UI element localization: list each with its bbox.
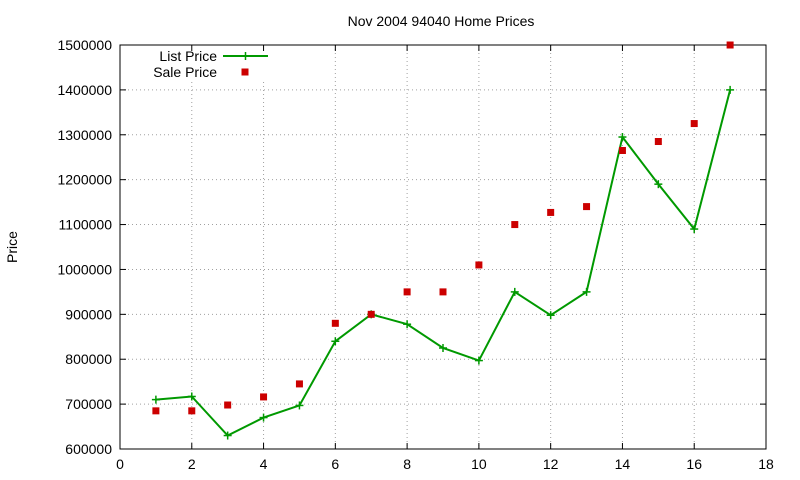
plot-frame: [119, 44, 767, 450]
series-1-point-13: [618, 146, 626, 154]
series-1-point-9: [475, 261, 483, 269]
x-tick-label-9: 18: [758, 456, 774, 472]
grid-layer: [120, 45, 766, 449]
series-0-point-5: [331, 337, 340, 346]
series-0-point-1: [187, 392, 196, 401]
x-tick-label-2: 4: [260, 456, 268, 472]
legend-label-0: List Price: [159, 48, 217, 64]
legend-swatch-marker-0: [241, 52, 250, 60]
series-0-point-11: [546, 311, 555, 320]
series-1-point-1: [188, 407, 196, 415]
series-layer: [151, 41, 735, 440]
x-tick-label-5: 10: [471, 456, 487, 472]
y-tick-label-6: 1200000: [57, 172, 112, 188]
series-1-point-6: [367, 310, 375, 318]
series-0-point-10: [510, 287, 519, 296]
y-tick-label-4: 1000000: [57, 261, 112, 277]
y-tick-label-9: 1500000: [57, 37, 112, 53]
legend-swatch-1: [241, 68, 249, 76]
series-0-point-8: [439, 344, 447, 352]
series-0-point-0: [151, 395, 160, 404]
x-tick-label-1: 2: [188, 456, 196, 472]
series-1-point-11: [547, 208, 555, 216]
series-1-point-15: [690, 120, 698, 128]
x-tick-label-6: 12: [543, 456, 559, 472]
x-tick-label-4: 8: [403, 456, 411, 472]
legend-label-1: Sale Price: [153, 64, 217, 80]
series-1-point-16: [726, 41, 734, 49]
x-tick-label-8: 16: [686, 456, 702, 472]
y-tick-label-0: 600000: [65, 441, 112, 457]
series-1-point-4: [295, 380, 303, 388]
series-1-point-14: [654, 138, 662, 146]
x-tick-label-3: 6: [331, 456, 339, 472]
y-tick-label-8: 1400000: [57, 82, 112, 98]
series-0-point-15: [690, 225, 699, 234]
axes: 600000 700000 800000 900000 1000000 1100000 12…: [57, 37, 774, 472]
series-0-point-3: [259, 413, 268, 422]
series-0-point-16: [726, 85, 735, 94]
series-0-point-13: [618, 133, 627, 142]
series-0-point-4: [295, 401, 304, 410]
chart-title: Nov 2004 94040 Home Prices: [348, 13, 535, 29]
series-0-point-14: [654, 180, 663, 189]
y-tick-label-3: 900000: [65, 306, 112, 322]
y-axis-label: Price: [4, 231, 20, 263]
series-1-point-5: [331, 319, 339, 327]
series-1-point-3: [260, 393, 268, 401]
series-0-point-12: [582, 287, 591, 296]
series-1-point-12: [583, 203, 591, 211]
y-tick-label-1: 700000: [65, 396, 112, 412]
series-0-line: [155, 89, 732, 437]
y-tick-label-7: 1300000: [57, 127, 112, 143]
series-1-point-8: [439, 288, 447, 296]
series-1-point-7: [403, 288, 411, 296]
y-tick-label-2: 800000: [65, 351, 112, 367]
x-tick-label-7: 14: [615, 456, 631, 472]
x-tick-label-0: 0: [116, 456, 124, 472]
series-0-point-7: [403, 320, 412, 329]
series-0-point-2: [223, 431, 232, 440]
series-1-point-10: [511, 221, 519, 229]
series-1-point-0: [152, 407, 160, 415]
y-tick-label-5: 1100000: [59, 217, 113, 233]
series-0-point-9: [474, 356, 483, 365]
series-1-point-2: [224, 401, 232, 409]
